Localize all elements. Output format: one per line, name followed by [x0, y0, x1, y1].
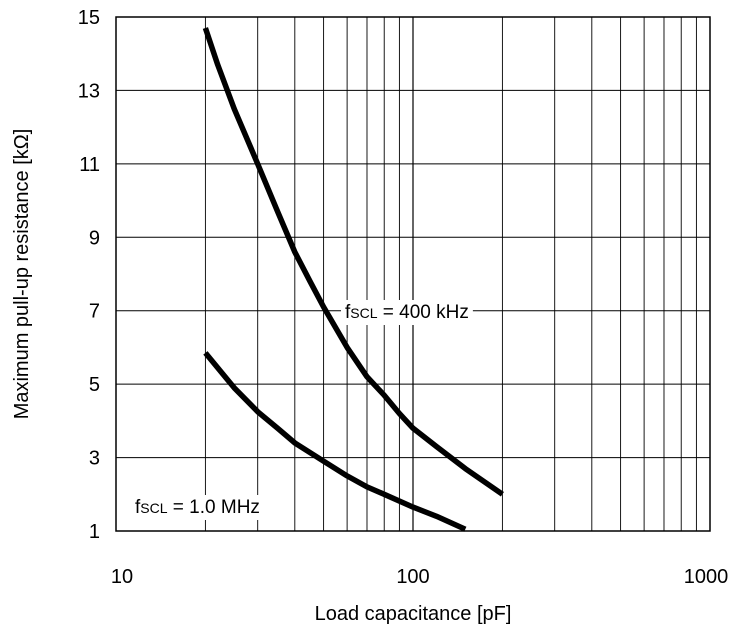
plot-frame — [115, 16, 711, 532]
y-axis-label: Maximum pull-up resistance [kΩ] — [11, 129, 33, 420]
y-tick-label: 13 — [78, 80, 100, 102]
annotation-1mhz-suffix: = 1.0 MHz — [168, 497, 260, 518]
y-tick-label: 9 — [89, 227, 100, 249]
series-line-400khz — [202, 27, 504, 497]
y-tick-label: 15 — [78, 7, 100, 29]
y-tick-label: 1 — [89, 521, 100, 543]
annotation-1mhz-sub: SCL — [140, 500, 167, 516]
x-tick-label: 1000 — [684, 566, 729, 588]
y-tick-label: 3 — [89, 448, 100, 470]
annotation-400khz-suffix: = 400 kHz — [378, 302, 469, 323]
y-tick-label: 11 — [79, 154, 100, 176]
annotation-1mhz-prefix: f — [135, 497, 141, 518]
annotation-1mhz-bg — [131, 495, 264, 520]
series-layer — [202, 27, 504, 532]
annotation-1mhz: fSCL = 1.0 MHz — [135, 497, 260, 518]
annotation-400khz-bg — [341, 300, 473, 325]
annotation-400khz: fSCL = 400 kHz — [345, 302, 469, 323]
x-tick-labels: 10 100 1000 — [111, 566, 728, 588]
y-tick-label: 7 — [89, 301, 100, 323]
annotation-400khz-prefix: f — [345, 302, 351, 323]
x-axis-label: Load capacitance [pF] — [315, 603, 512, 625]
x-tick-label: 100 — [396, 566, 429, 588]
x-tick-label: 10 — [111, 566, 133, 588]
grid — [116, 16, 710, 532]
y-tick-label: 5 — [89, 374, 100, 396]
series-line-1mhz — [203, 351, 467, 532]
annotation-400khz-sub: SCL — [350, 305, 377, 321]
